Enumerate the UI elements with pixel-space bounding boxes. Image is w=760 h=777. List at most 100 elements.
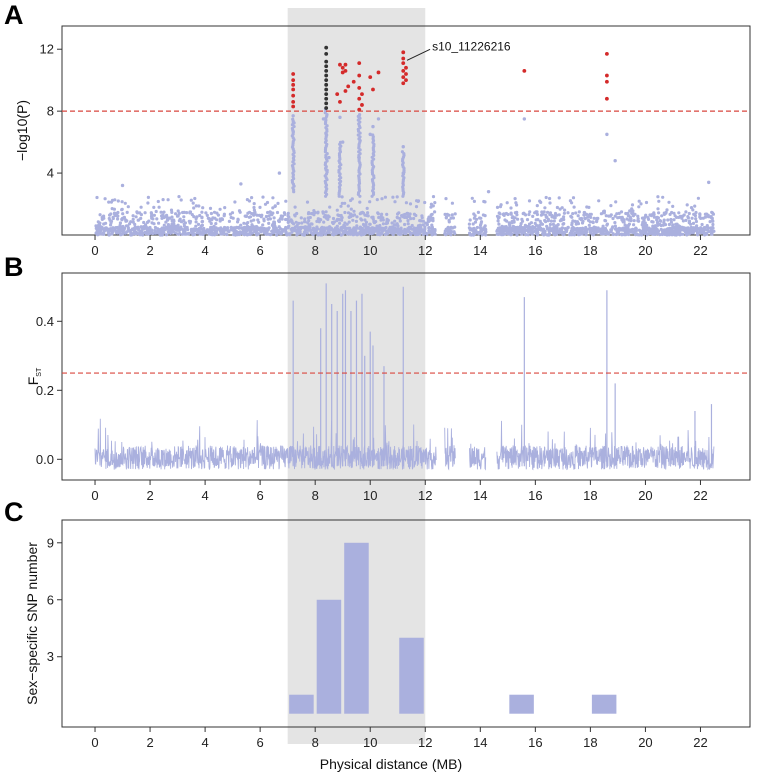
bar [399,637,424,714]
snp-point [223,206,227,210]
lead-snp-point [324,101,329,106]
snp-point [353,232,357,236]
snp-point [712,229,716,233]
snp-point [478,230,482,235]
snp-point [98,232,102,236]
snp-point [162,223,166,227]
snp-point [214,222,218,226]
snp-point [142,220,146,225]
snp-point [531,230,535,234]
snp-point [603,218,607,223]
snp-point [427,230,431,235]
snp-point [114,229,118,233]
snp-point [216,213,220,217]
snp-point [243,214,247,218]
snp-point [412,216,416,221]
snp-point [552,219,556,223]
snp-point [380,230,384,234]
snp-point [508,224,512,228]
snp-point [449,216,453,220]
snp-point [476,210,480,214]
snp-point [423,228,427,232]
snp-point [406,219,410,223]
snp-point [162,210,166,214]
snp-point [484,230,488,234]
snp-point [397,211,401,215]
snp-point [651,232,655,236]
snp-point [278,226,282,231]
snp-point [338,221,342,225]
snp-point [592,216,596,220]
snp-point [332,233,336,237]
snp-point [349,212,353,217]
snp-point [286,214,290,218]
snp-point [122,216,126,220]
snp-point [527,199,532,203]
snp-point [669,220,674,224]
snp-point [147,219,151,223]
snp-point [498,232,502,236]
snp-point [479,216,483,220]
x-tick-label: 16 [528,243,542,258]
snp-point [582,213,586,217]
snp-point [516,231,521,235]
snp-point [495,232,499,236]
snp-point [497,211,501,215]
snp-point [266,227,270,231]
snp-point [120,217,124,221]
snp-point [132,227,136,231]
snp-point [644,213,648,217]
snp-point [557,196,561,200]
snp-point [643,221,647,225]
snp-point [164,233,169,237]
snp-point [497,222,501,226]
snp-point [192,206,196,210]
snp-point [331,216,336,221]
snp-point [214,229,218,233]
significant-snp-point [401,75,406,79]
snp-point [268,217,272,221]
snp-point [566,211,570,215]
snp-point [637,219,641,223]
snp-point [691,221,696,225]
snp-point [711,212,716,216]
snp-point [268,233,272,237]
snp-point [538,199,542,203]
x-tick-label: 0 [91,488,98,503]
snp-point [655,216,659,220]
snp-point [192,215,196,219]
panel-b-axes: 0 2 4 6 8 10 12 14 16 18 20 22 0.0 0.2 0.4 [36,314,708,503]
snp-point [337,218,341,222]
snp-point [129,233,133,237]
significant-snp-point [604,73,609,78]
snp-point [273,225,277,229]
snp-point [170,230,174,234]
snp-point [613,214,617,218]
snp-point [126,205,130,209]
snp-point [554,224,558,228]
snp-point [470,196,474,200]
snp-point [601,211,606,215]
snp-point [409,232,413,236]
snp-point [376,226,380,231]
snp-point [584,225,588,230]
panel-b-label: B [4,252,24,282]
snp-point [558,207,562,211]
lead-snp-point [324,87,329,92]
significant-snp-point [604,79,609,84]
y-tick-label: 4 [47,166,54,181]
snp-point [355,232,359,236]
snp-point [575,220,580,224]
snp-point [280,217,284,221]
snp-point [677,230,681,234]
snp-point [306,212,311,216]
snp-point [393,219,397,223]
snp-point [312,228,316,232]
snp-point [589,215,593,219]
snp-point [291,129,295,133]
snp-point [207,216,211,221]
snp-point [171,227,175,231]
snp-point [159,230,163,234]
snp-point [391,232,395,237]
snp-point [252,218,256,222]
